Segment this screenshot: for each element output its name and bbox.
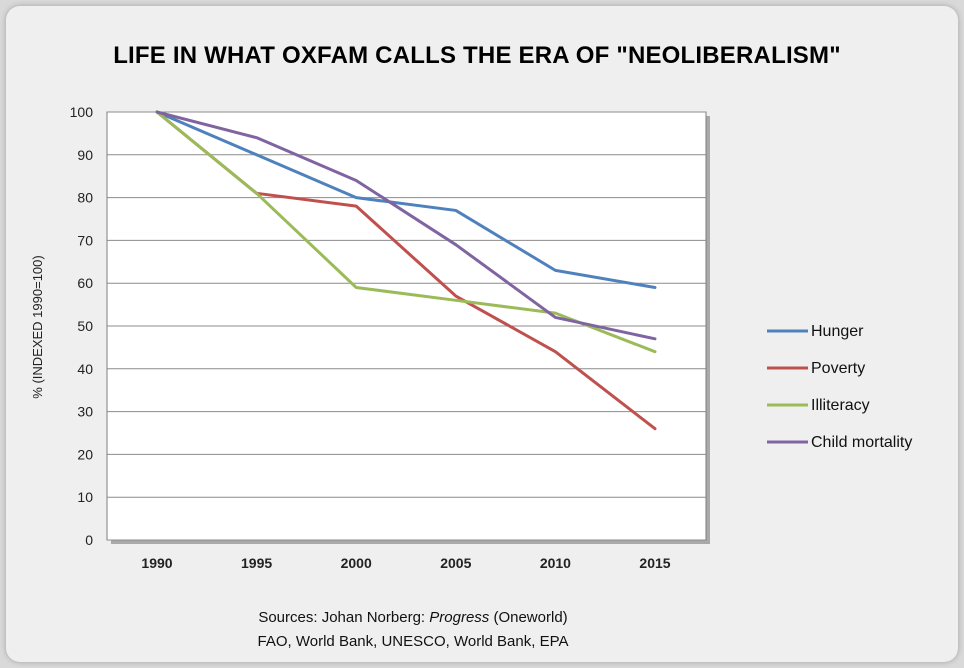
legend-label-illiteracy: Illiteracy [811,397,870,414]
x-tick-label: 2005 [440,555,471,571]
y-tick-label: 20 [77,446,93,462]
y-axis-label: % (INDEXED 1990=100) [30,255,45,398]
series-line-hunger [155,110,657,289]
y-tick-label: 100 [70,104,94,120]
legend-label-poverty: Poverty [811,360,865,377]
sources-line-2: FAO, World Bank, UNESCO, World Bank, EPA [258,633,569,650]
legend-label-hunger: Hunger [811,323,864,340]
legend-label-child-mortality: Child mortality [811,434,912,451]
y-tick-label: 90 [77,147,93,163]
legend: Hunger Poverty Illiteracy Child mortality [767,323,912,451]
plot-area: 0 10 20 30 40 50 60 70 80 90 100 1990 1995 2000 2005 20… [70,104,710,571]
x-tick-label: 2000 [341,555,372,571]
y-tick-label: 0 [85,532,93,548]
y-tick-label: 30 [77,404,93,420]
sources-book-title: Progress [429,609,490,626]
sources-prefix: Sources: Johan Norberg: [258,609,429,626]
sources-suffix: (Oneworld) [489,609,567,626]
series-line-child-mortality [155,110,657,341]
sources-line-1: Sources: Johan Norberg: Progress (Onewor… [258,609,567,626]
y-tick-label: 40 [77,361,93,377]
y-tick-label: 10 [77,489,93,505]
y-tick-label: 60 [77,275,93,291]
y-tick-label: 50 [77,318,93,334]
y-tick-label: 80 [77,190,93,206]
chart-title: LIFE IN WHAT OXFAM CALLS THE ERA OF "NEO… [113,42,841,69]
x-tick-label: 2015 [639,555,670,571]
x-tick-label: 1990 [141,555,172,571]
x-tick-label: 1995 [241,555,272,571]
y-tick-label: 70 [77,232,93,248]
x-tick-label: 2010 [540,555,571,571]
